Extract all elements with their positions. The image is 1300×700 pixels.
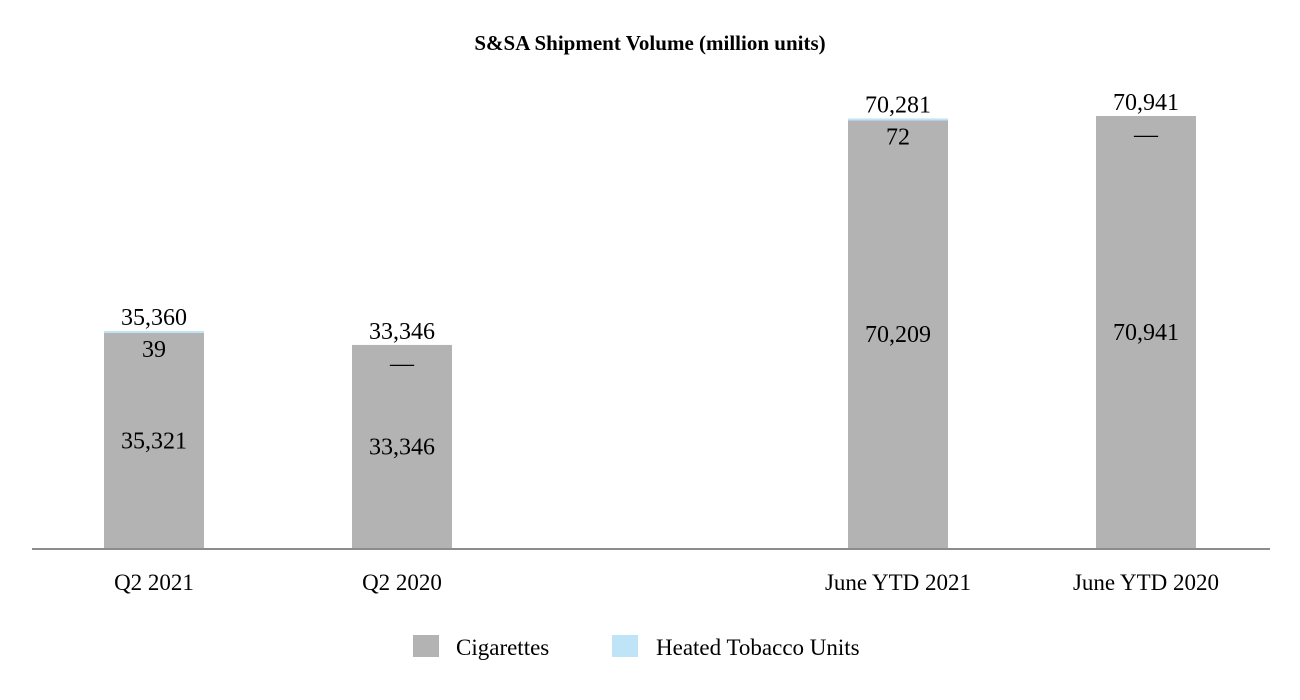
bar-cigarettes-june-ytd-2021	[848, 120, 948, 548]
bar-heated-tobacco-q2-2021	[104, 330, 204, 333]
label-cigarettes-q2-2020: 33,346	[369, 434, 435, 460]
label-total-q2-2020: 33,346	[369, 319, 435, 345]
label-total-june-ytd-2021: 70,281	[865, 92, 931, 118]
category-label-june-ytd-2020: June YTD 2020	[1073, 570, 1219, 595]
legend: Cigarettes Heated Tobacco Units	[413, 635, 860, 660]
label-total-june-ytd-2020: 70,941	[1113, 90, 1179, 116]
legend-label-heated-tobacco: Heated Tobacco Units	[656, 635, 860, 660]
category-labels: Q2 2021 Q2 2020 June YTD 2021 June YTD 2020	[114, 570, 1219, 595]
bar-cigarettes-q2-2021	[104, 332, 204, 548]
category-label-q2-2021: Q2 2021	[114, 570, 194, 595]
label-total-q2-2021: 35,360	[121, 305, 187, 331]
legend-swatch-heated-tobacco	[612, 635, 638, 657]
label-heated-tobacco-q2-2021: 39	[142, 337, 166, 363]
label-cigarettes-june-ytd-2020: 70,941	[1113, 320, 1179, 346]
bar-cigarettes-june-ytd-2020	[1096, 116, 1196, 548]
bar-heated-tobacco-june-ytd-2021	[848, 118, 948, 121]
legend-swatch-cigarettes	[413, 635, 439, 657]
label-heated-tobacco-june-ytd-2021: 72	[886, 124, 910, 150]
category-label-q2-2020: Q2 2020	[362, 570, 442, 595]
bar-cigarettes-q2-2020	[352, 344, 452, 548]
bars-layer: 35,321 39 35,360 33,346 — 33,346 70,209 72 70,28…	[104, 90, 1196, 548]
label-heated-tobacco-q2-2020: —	[389, 351, 415, 377]
label-heated-tobacco-june-ytd-2020: —	[1133, 122, 1159, 148]
label-cigarettes-june-ytd-2021: 70,209	[865, 322, 931, 348]
legend-label-cigarettes: Cigarettes	[456, 635, 549, 660]
category-label-june-ytd-2021: June YTD 2021	[825, 570, 971, 595]
label-cigarettes-q2-2021: 35,321	[121, 428, 187, 454]
chart-title: S&SA Shipment Volume (million units)	[474, 31, 825, 55]
